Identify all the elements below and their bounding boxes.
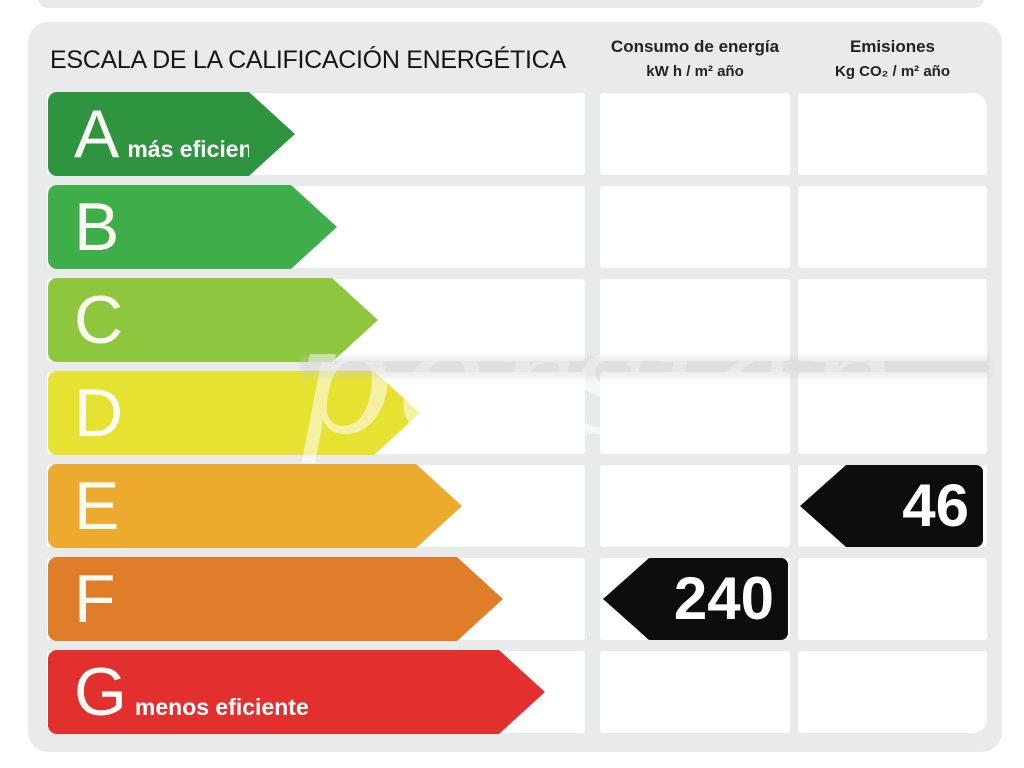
consumption-header-unit: kW h / m² año bbox=[646, 63, 744, 80]
emissions-cell bbox=[798, 651, 987, 733]
grade-note: más eficiente bbox=[127, 135, 274, 162]
grade-bar-arrow-f: F bbox=[48, 557, 503, 641]
emissions-header-title: Emisiones bbox=[849, 37, 936, 56]
grade-bar-arrow-c: C bbox=[48, 278, 378, 362]
consumption-cell bbox=[600, 186, 790, 268]
page-title: ESCALA DE LA CALIFICACIÓN ENERGÉTICA bbox=[50, 46, 566, 74]
grade-letter: E bbox=[74, 468, 120, 544]
emissions-cell bbox=[798, 186, 987, 268]
grade-letter: F bbox=[74, 561, 116, 637]
grade-letter: D bbox=[74, 375, 124, 451]
emissions-cell bbox=[798, 93, 987, 175]
grade-bar-arrow-g: G menos eficiente bbox=[48, 650, 545, 734]
consumption-cell bbox=[600, 465, 790, 547]
emissions-value-marker: 46 bbox=[800, 465, 983, 547]
grade-bar-arrow-a: A más eficiente bbox=[48, 92, 295, 176]
consumption-cell bbox=[600, 279, 790, 361]
grade-letter: B bbox=[74, 189, 120, 265]
grade-row-c: C bbox=[28, 278, 1002, 362]
emissions-cell bbox=[798, 372, 987, 454]
grade-row-f: F bbox=[28, 557, 1002, 641]
previous-section-edge bbox=[38, 0, 984, 8]
consumption-cell bbox=[600, 93, 790, 175]
grade-letter: G bbox=[74, 654, 127, 730]
emissions-header-unit: Kg CO₂ / m² año bbox=[835, 63, 950, 80]
grade-note: menos eficiente bbox=[134, 693, 309, 720]
consumption-cell bbox=[600, 651, 790, 733]
grade-letter: A bbox=[74, 96, 120, 172]
grade-bar-arrow-e: E bbox=[48, 464, 462, 548]
emissions-cell bbox=[798, 558, 987, 640]
consumption-cell bbox=[600, 372, 790, 454]
grade-letter: C bbox=[74, 282, 124, 358]
energy-rating-panel: ESCALA DE LA CALIFICACIÓN ENERGÉTICA Con… bbox=[28, 22, 1002, 752]
grade-row-g: G menos eficiente bbox=[28, 650, 1002, 734]
consumption-header-title: Consumo de energía bbox=[610, 37, 780, 56]
grade-row-a: A más eficiente bbox=[28, 92, 1002, 176]
grade-bar-arrow-d: D bbox=[48, 371, 420, 455]
grade-bar-arrow-b: B bbox=[48, 185, 337, 269]
emissions-column-header: Emisiones Kg CO₂ / m² año bbox=[780, 34, 1005, 84]
grade-row-d: D bbox=[28, 371, 1002, 455]
consumption-column-header: Consumo de energía kW h / m² año bbox=[570, 34, 820, 84]
grade-row-b: B bbox=[28, 185, 1002, 269]
emissions-cell bbox=[798, 279, 987, 361]
consumption-value-marker: 240 bbox=[603, 558, 788, 640]
